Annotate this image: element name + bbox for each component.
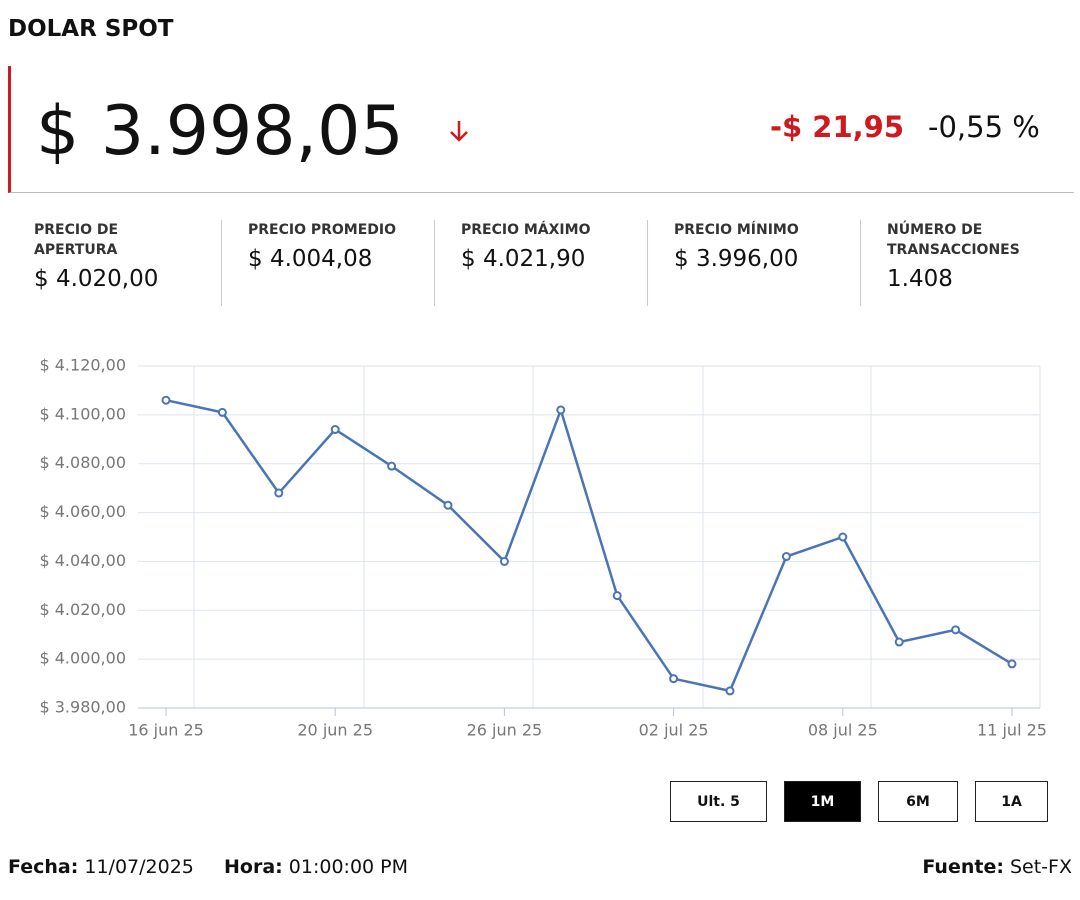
y-tick-label: $ 4.060,00 [39,502,126,521]
time-value: 01:00:00 PM [288,856,409,878]
point [556,405,566,415]
x-tick-label: 20 jun 25 [297,721,373,740]
stat: PRECIO DE APERTURA $ 4.020,00 [8,220,221,306]
point [387,461,397,471]
date-value: 11/07/2025 [84,856,194,878]
point [951,625,961,635]
stat: PRECIO MÍNIMO $ 3.996,00 [647,220,860,306]
change: -$ 21,95 [769,110,904,144]
line [165,398,1013,693]
y-tick-label: $ 4.100,00 [39,404,126,423]
point [443,500,453,510]
stat-value: 1.408 [887,266,953,292]
point [499,556,509,566]
date-label: Fecha: [8,856,79,878]
point [330,425,340,435]
title: DOLAR SPOT [8,16,174,42]
point [669,674,679,684]
stat: PRECIO MÁXIMO $ 4.021,90 [434,220,647,306]
stat-label: PRECIO PROMEDIO [248,222,397,238]
y-tick-label: $ 4.020,00 [39,600,126,619]
date: Fecha: 11/07/2025 [8,856,194,878]
stat-label: PRECIO DE APERTURA [34,222,119,258]
down-arrow-icon [450,121,468,142]
source-label: Fuente: [922,856,1004,878]
x-tick-label: 08 jul 25 [808,721,878,740]
point [894,637,904,647]
time: Hora: 01:00:00 PM [224,856,408,878]
chart: $ 3.980,00 $ 4.000,00 $ 4.020,00 $ 4.040,00… [39,356,1047,740]
point [725,686,735,696]
x-tick-label: 26 jun 25 [467,721,543,740]
point [1007,659,1017,669]
y-tick-label: $ 4.000,00 [39,649,126,668]
x-tick-label: 02 jul 25 [639,721,709,740]
stat-label: NÚMERO DE TRANSACCIONES [887,222,1020,258]
source-value: Set-FX [1009,856,1072,878]
range-button[interactable]: 6M [878,781,958,822]
point [274,488,284,498]
range-button[interactable]: 1A [975,781,1048,822]
point [161,395,171,405]
change-percent: -0,55 % [928,110,1040,144]
point [838,532,848,542]
stat: PRECIO PROMEDIO $ 4.004,08 [221,220,434,306]
y-tick-label: $ 3.980,00 [39,698,126,717]
range-button[interactable]: 1M [784,781,861,822]
stat-value: $ 4.004,08 [248,246,373,272]
price: $ 3.998,05 [36,92,404,171]
x-tick-label: 16 jun 25 [128,721,204,740]
x-tick-label: 11 jul 25 [977,721,1047,740]
point [612,591,622,601]
stat-value: $ 4.021,90 [461,246,586,272]
vertical-grid [193,366,1041,708]
stat-label: PRECIO MÁXIMO [461,222,591,238]
time-label: Hora: [224,856,283,878]
stat-label: PRECIO MÍNIMO [674,222,799,238]
y-tick-label: $ 4.080,00 [39,453,126,472]
stat: NÚMERO DE TRANSACCIONES 1.408 [860,220,1073,306]
y-tick-label: $ 4.040,00 [39,551,126,570]
stat-value: $ 4.020,00 [34,266,159,292]
point [781,552,791,562]
price-box [8,66,1074,193]
point [217,407,227,417]
range-button[interactable]: Ult. 5 [670,781,767,822]
source: Fuente: Set-FX [922,856,1072,878]
stat-value: $ 3.996,00 [674,246,799,272]
y-tick-label: $ 4.120,00 [39,356,126,375]
